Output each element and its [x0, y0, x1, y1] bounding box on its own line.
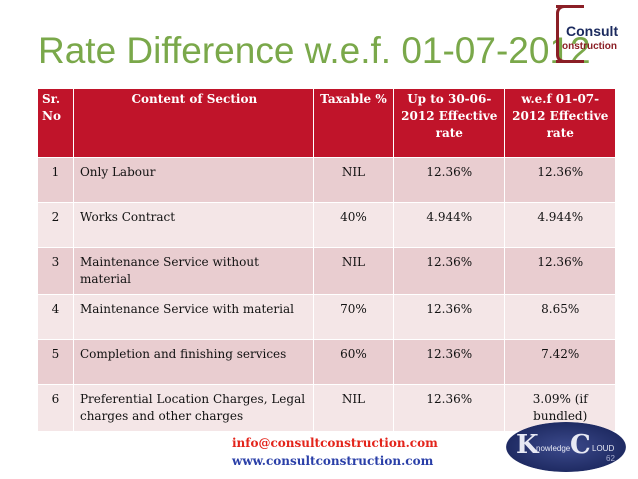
consult-construction-logo: Consult onstruction: [552, 5, 632, 67]
logo-word-consult: Consult: [566, 23, 619, 39]
logo-word-construction: onstruction: [562, 41, 617, 52]
cell-wef-rate: 8.65%: [504, 293, 615, 339]
slide-title: Rate Difference w.e.f. 01-07-2012: [38, 30, 591, 71]
cell-taxable: 40%: [313, 201, 395, 247]
cell-sr: 1: [38, 156, 74, 202]
logo-letter-k: K: [516, 430, 539, 460]
cell-content: Maintenance Service with material: [73, 293, 314, 339]
cell-sr: 6: [38, 383, 74, 431]
cell-wef-rate: 12.36%: [504, 156, 615, 202]
header-taxable: Taxable %: [313, 89, 395, 157]
logo-word-nowledge: nowledge: [536, 444, 571, 453]
cell-content: Preferential Location Charges, Legal cha…: [73, 383, 314, 431]
footer-contact: info@consultconstruction.com www.consult…: [232, 434, 442, 470]
website-link[interactable]: www.consultconstruction.com: [232, 454, 434, 468]
table-row: 1 Only Labour NIL 12.36% 12.36%: [38, 156, 615, 202]
cell-sr: 3: [38, 246, 74, 294]
logo-word-loud: LOUD: [592, 444, 615, 453]
cloud-icon: [506, 422, 626, 472]
cell-taxable: NIL: [313, 156, 395, 202]
cell-upto-rate: 12.36%: [393, 383, 506, 431]
cell-content: Completion and finishing services: [73, 338, 314, 384]
cell-content: Maintenance Service without material: [73, 246, 314, 294]
table-row: 2 Works Contract 40% 4.944% 4.944%: [38, 201, 615, 247]
page-number: 62: [606, 454, 615, 463]
cell-wef-rate: 12.36%: [504, 246, 615, 294]
table-row: 5 Completion and finishing services 60% …: [38, 338, 615, 384]
cell-upto-rate: 12.36%: [393, 338, 506, 384]
cell-upto-rate: 12.36%: [393, 246, 506, 294]
cell-sr: 5: [38, 338, 74, 384]
cell-taxable: 70%: [313, 293, 395, 339]
logo-letter-c: C: [570, 430, 591, 460]
cell-content: Only Labour: [73, 156, 314, 202]
cell-sr: 4: [38, 293, 74, 339]
header-content-of-section: Content of Section: [73, 89, 314, 157]
cell-wef-rate: 7.42%: [504, 338, 615, 384]
logo-c-bottom-bar: [556, 60, 584, 63]
table-row: 4 Maintenance Service with material 70% …: [38, 293, 615, 339]
cell-sr: 2: [38, 201, 74, 247]
cell-content: Works Contract: [73, 201, 314, 247]
knowledge-cloud-logo: K nowledge C LOUD 62: [506, 420, 630, 476]
cell-taxable: NIL: [313, 246, 395, 294]
table-row: 3 Maintenance Service without material N…: [38, 246, 615, 294]
header-wef-rate: w.e.f 01-07-2012 Effective rate: [504, 89, 615, 157]
cell-taxable: 60%: [313, 338, 395, 384]
cell-wef-rate: 4.944%: [504, 201, 615, 247]
rate-difference-table: Sr. No Content of Section Taxable % Up t…: [38, 89, 615, 431]
table-row: 6 Preferential Location Charges, Legal c…: [38, 383, 615, 431]
email-link[interactable]: info@consultconstruction.com: [232, 436, 438, 450]
cell-taxable: NIL: [313, 383, 395, 431]
table-header-row: Sr. No Content of Section Taxable % Up t…: [38, 89, 615, 157]
header-sr-no: Sr. No: [38, 89, 74, 157]
cell-upto-rate: 12.36%: [393, 293, 506, 339]
cell-upto-rate: 4.944%: [393, 201, 506, 247]
cell-upto-rate: 12.36%: [393, 156, 506, 202]
header-up-to-rate: Up to 30-06-2012 Effective rate: [393, 89, 506, 157]
logo-c-top-bar: [556, 5, 584, 8]
